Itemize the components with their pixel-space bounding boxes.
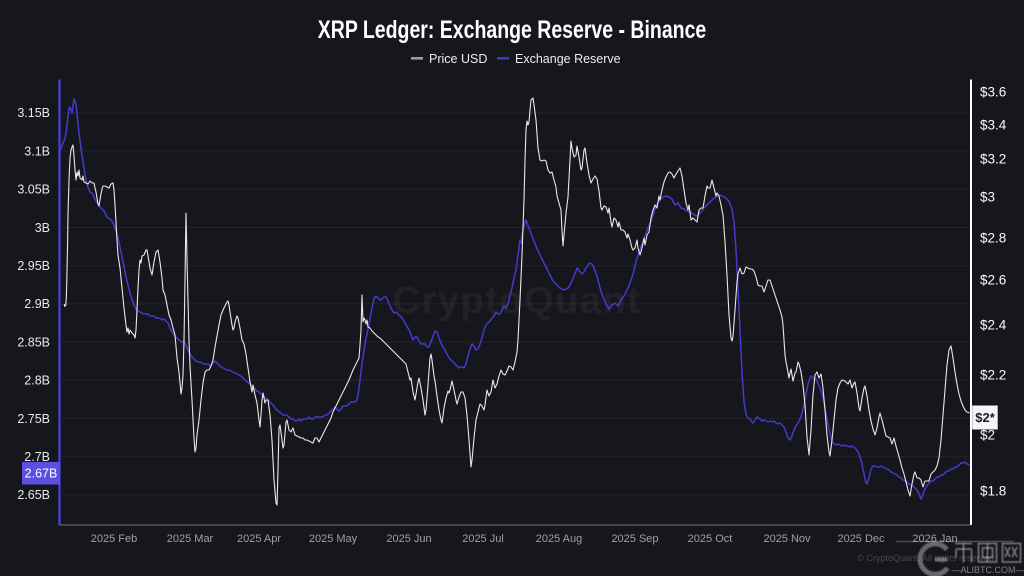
svg-text:2.85B: 2.85B [17,335,50,349]
svg-text:$2*: $2* [975,410,995,425]
svg-text:2025 May: 2025 May [309,533,358,545]
svg-text:2025 Mar: 2025 Mar [167,533,214,545]
svg-text:2.8B: 2.8B [24,374,50,388]
svg-text:3B: 3B [35,221,50,235]
svg-text:Exchange Reserve: Exchange Reserve [515,52,621,66]
svg-text:2.7B: 2.7B [24,450,50,464]
svg-text:—ALIBTC.COM—: —ALIBTC.COM— [951,565,1024,575]
svg-text:2.65B: 2.65B [17,488,50,502]
svg-text:$2.6: $2.6 [980,273,1006,288]
svg-text:$2: $2 [980,428,995,443]
svg-text:$3.4: $3.4 [980,118,1007,133]
svg-text:2025 Sep: 2025 Sep [611,533,658,545]
svg-text:2025 Feb: 2025 Feb [91,533,137,545]
svg-text:3.1B: 3.1B [24,144,50,158]
svg-text:2025 Oct: 2025 Oct [688,533,733,545]
svg-text:2025 Aug: 2025 Aug [536,533,583,545]
svg-text:$2.8: $2.8 [980,231,1006,246]
svg-text:2.9B: 2.9B [24,297,50,311]
svg-text:$3.6: $3.6 [980,85,1006,100]
svg-text:2025 Jun: 2025 Jun [386,533,431,545]
svg-text:2026 Jan: 2026 Jan [912,533,957,545]
svg-text:$2.2: $2.2 [980,368,1006,383]
svg-text:$2.4: $2.4 [980,318,1007,333]
svg-text:2.67B: 2.67B [25,467,58,481]
svg-text:© CryptoQuant. All rights rese: © CryptoQuant. All rights reserved [857,553,994,563]
svg-text:XRP Ledger: Exchange Reserve -: XRP Ledger: Exchange Reserve - Binance [318,16,706,44]
svg-text:$3.2: $3.2 [980,152,1006,167]
svg-text:3.05B: 3.05B [17,183,50,197]
svg-text:CryptoQuant: CryptoQuant [393,280,642,322]
svg-text:2025 Apr: 2025 Apr [237,533,281,545]
svg-text:3.15B: 3.15B [17,106,50,120]
svg-text:2025 Jul: 2025 Jul [462,533,504,545]
svg-text:$3: $3 [980,190,995,205]
svg-text:2025 Dec: 2025 Dec [837,533,885,545]
svg-text:Price USD: Price USD [429,52,487,66]
svg-text:$1.8: $1.8 [980,484,1006,499]
svg-text:2025 Nov: 2025 Nov [763,533,811,545]
svg-text:2.75B: 2.75B [17,412,50,426]
svg-text:2.95B: 2.95B [17,259,50,273]
